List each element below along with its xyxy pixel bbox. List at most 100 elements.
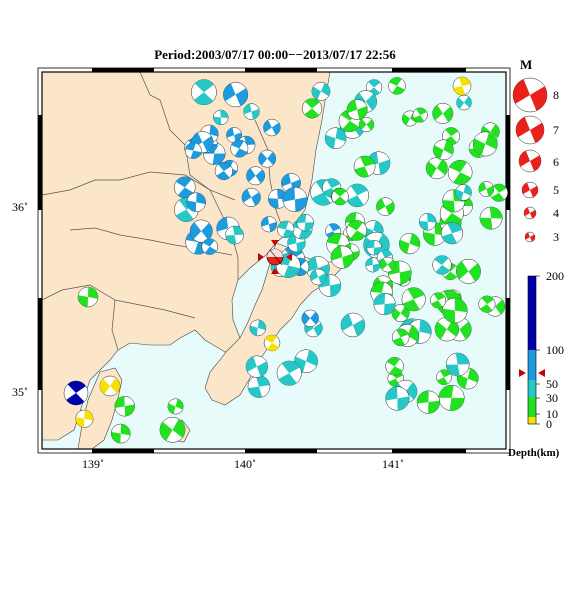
focal-mechanism-68 [353, 155, 376, 178]
depth-tick-50: 50 [546, 377, 558, 391]
focal-mechanism-140 [263, 334, 281, 352]
focal-mechanism-86 [418, 213, 437, 231]
focal-mechanism-22 [201, 238, 219, 255]
focal-mechanism-117 [436, 369, 452, 386]
mag-legend-ball-4 [523, 206, 537, 220]
mag-label-7: 7 [553, 123, 559, 137]
focal-mechanism-6 [243, 103, 260, 120]
focal-mechanism-27 [186, 192, 206, 212]
depth-marker-left [519, 369, 526, 377]
focal-mechanism-43 [309, 268, 327, 286]
focal-mechanism-61 [412, 107, 428, 123]
depth-scale-label: Depth(km) [508, 447, 560, 459]
mag-label-4: 4 [553, 206, 559, 220]
frame-ticks [38, 68, 510, 453]
focal-mechanism-29 [246, 166, 265, 186]
focal-mechanism-60 [311, 81, 331, 101]
mag-legend-ball-6 [518, 149, 542, 173]
focal-mechanism-138 [167, 398, 184, 415]
focal-mechanism-94 [346, 220, 368, 241]
focal-mechanism-142 [99, 375, 121, 397]
focal-mechanism-118 [247, 375, 271, 398]
focal-mechanism-24 [230, 139, 249, 158]
focal-mechanism-133 [455, 184, 472, 201]
focal-mechanism-44 [366, 239, 382, 256]
focal-mechanism-49 [296, 214, 314, 232]
focal-mechanism-47 [277, 220, 295, 238]
focal-mechanism-124 [340, 312, 366, 338]
focal-mechanism-69 [346, 99, 368, 121]
focal-mechanism-57 [432, 103, 454, 124]
focal-mechanism-114 [401, 287, 426, 312]
focal-mechanism-125 [245, 355, 268, 378]
focal-mechanism-59 [456, 94, 472, 111]
depth-band-mid [528, 350, 536, 380]
lon-label-141: 141˚ [382, 457, 404, 471]
focal-mechanism-64 [302, 98, 323, 119]
focal-mechanism-13 [268, 188, 288, 209]
focal-mechanism-82 [456, 258, 481, 284]
mag-label-5: 5 [553, 183, 559, 197]
focal-mechanism-108 [442, 297, 468, 324]
focal-mechanisms [63, 76, 508, 444]
focal-mechanism-62 [388, 77, 406, 95]
focal-mechanism-120 [294, 349, 318, 374]
focal-mechanism-107 [438, 384, 465, 411]
focal-mechanism-14 [258, 149, 277, 168]
map-title: Period:2003/07/17 00:00−−2013/07/17 22:5… [154, 47, 396, 62]
mag-legend-ball-7 [515, 115, 545, 145]
focal-mechanism-135 [110, 423, 131, 444]
mag-legend-ball-3 [524, 231, 536, 243]
focal-mechanism-106 [385, 357, 404, 376]
mag-label-3: 3 [553, 230, 559, 244]
focal-mechanism-84 [379, 256, 396, 273]
focal-mechanism-113 [373, 293, 396, 316]
lon-label-140: 140˚ [234, 457, 256, 471]
focal-mechanism-28 [225, 225, 244, 245]
focal-mechanism-123 [276, 360, 302, 386]
focal-mechanism-139 [75, 409, 94, 428]
focal-mechanism-30 [184, 142, 202, 159]
depth-band-shallow [528, 397, 536, 417]
marker-arrow-left [258, 253, 264, 261]
focal-mechanism-90 [331, 188, 349, 206]
focal-mechanism-25 [214, 161, 233, 181]
depth-band-light [528, 380, 536, 397]
focal-mechanism-9 [263, 118, 281, 137]
focal-mechanism-0 [226, 127, 243, 144]
focal-mechanism-112 [416, 390, 441, 414]
focal-mechanism-116 [385, 386, 410, 411]
focal-mechanism-111 [445, 352, 470, 377]
depth-tick-200: 200 [546, 269, 564, 283]
marker-arrow-top [271, 240, 279, 246]
focal-mechanism-71 [376, 197, 395, 216]
focal-mechanism-109 [430, 292, 447, 309]
focal-mechanism-1 [223, 82, 249, 108]
depth-tick-10: 10 [546, 407, 558, 421]
focal-mechanism-103 [391, 328, 410, 347]
depth-tick-100: 100 [546, 343, 564, 357]
depth-band-surface [528, 417, 536, 424]
focal-mechanism-134 [478, 181, 495, 197]
depth-tick-0: 0 [546, 417, 552, 431]
focal-mechanism-92 [330, 245, 354, 269]
mag-label-6: 6 [553, 155, 559, 169]
mag-label-8: 8 [553, 88, 559, 102]
depth-marker-right [538, 369, 545, 377]
focal-mechanism-115 [478, 295, 496, 313]
focal-mechanism-4 [191, 79, 217, 106]
focal-mechanism-18 [174, 176, 196, 199]
depth-band-deep [528, 276, 536, 350]
mainshock-marker [258, 240, 292, 274]
focal-mechanism-31 [241, 187, 261, 207]
focal-mechanism-21 [189, 219, 213, 243]
focal-mechanism-55 [425, 157, 448, 180]
focal-mechanism-127 [479, 206, 503, 230]
focal-mechanism-52 [324, 127, 347, 149]
marker-arrow-right [286, 253, 292, 261]
focal-mechanism-87 [432, 255, 452, 275]
focal-mechanism-143 [63, 380, 89, 406]
focal-mechanism-122 [301, 309, 319, 327]
focal-mechanism-67 [358, 116, 375, 133]
